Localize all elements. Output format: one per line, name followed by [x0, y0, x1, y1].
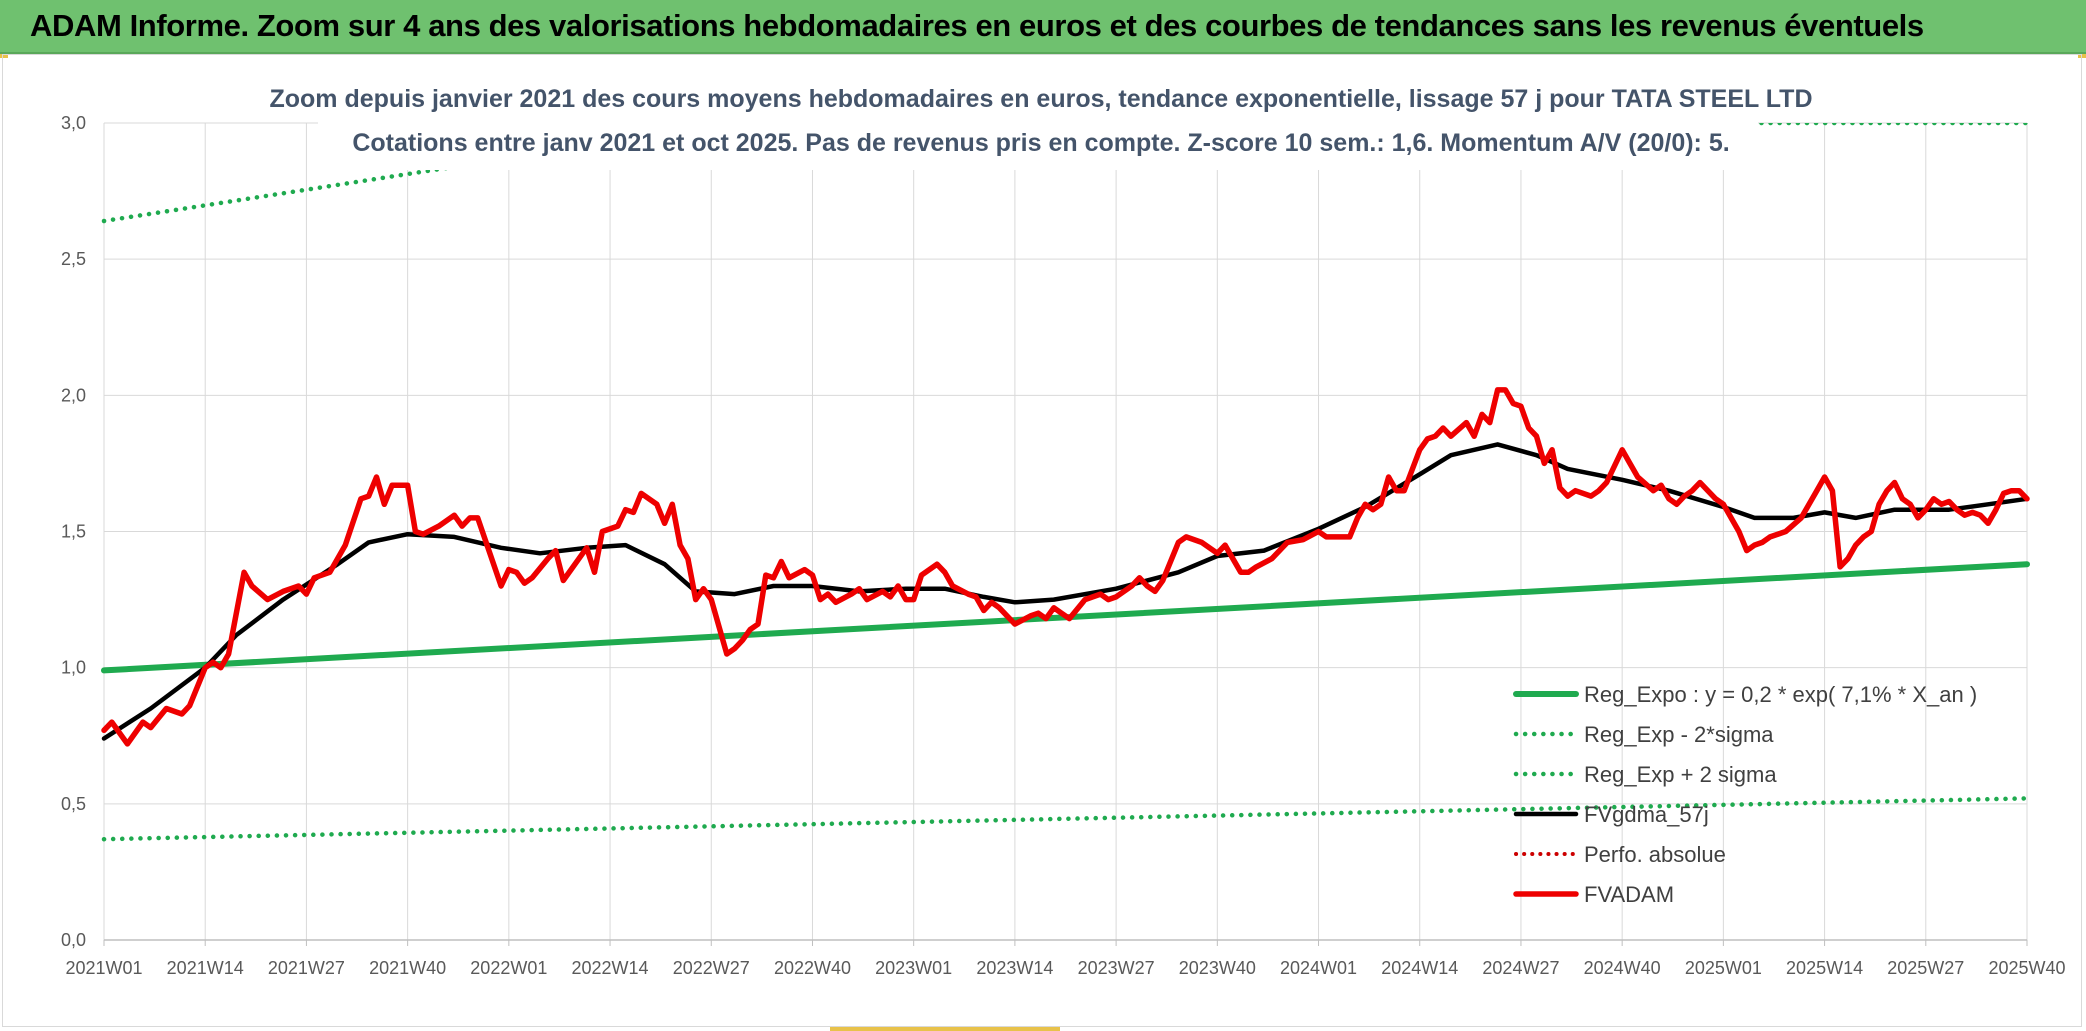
x-tick-label: 2022W01 — [470, 958, 547, 978]
report-title: ADAM Informe. Zoom sur 4 ans des valoris… — [30, 8, 1924, 43]
y-tick-label: 0,0 — [61, 930, 86, 950]
title-background — [318, 76, 1758, 170]
x-tick-label: 2021W01 — [65, 958, 142, 978]
x-tick-label: 2024W01 — [1280, 958, 1357, 978]
corner-mark-right — [2078, 54, 2086, 58]
x-tick-label: 2021W27 — [268, 958, 345, 978]
legend-item-regression-label: Reg_Expo : y = 0,2 * exp( 7,1% * X_an ) — [1584, 682, 1977, 707]
legend-item-fvadam-label: FVADAM — [1584, 882, 1674, 907]
x-tick-label: 2025W40 — [1988, 958, 2065, 978]
x-tick-label: 2023W01 — [875, 958, 952, 978]
lower-sigma-band-line — [101, 796, 2030, 842]
legend-item-fvgdma-label: FVgdma_57j — [1584, 802, 1709, 827]
x-tick-label: 2022W27 — [673, 958, 750, 978]
legend: Reg_Expo : y = 0,2 * exp( 7,1% * X_an ) R… — [1513, 682, 1977, 907]
x-tick-label: 2025W01 — [1685, 958, 1762, 978]
legend-item-upper-sigma-label: Reg_Exp + 2 sigma — [1584, 762, 1777, 787]
fvadam-line — [101, 387, 2030, 747]
x-tick-label: 2024W27 — [1482, 958, 1559, 978]
corner-mark-left — [0, 54, 8, 58]
x-tick-label: 2025W27 — [1887, 958, 1964, 978]
x-tick-label: 2024W40 — [1584, 958, 1661, 978]
x-tick-label: 2023W14 — [976, 958, 1053, 978]
report-banner: ADAM Informe. Zoom sur 4 ans des valoris… — [0, 0, 2086, 54]
legend-item-lower-sigma-label: Reg_Exp - 2*sigma — [1584, 722, 1774, 747]
y-tick-label: 2,0 — [61, 385, 86, 405]
x-tick-label: 2021W40 — [369, 958, 446, 978]
x-tick-label: 2023W40 — [1179, 958, 1256, 978]
chart-subtitle: Cotations entre janv 2021 et oct 2025. P… — [352, 129, 1729, 157]
x-tick-label: 2024W14 — [1381, 958, 1458, 978]
x-tick-label: 2022W14 — [572, 958, 649, 978]
x-tick-label: 2023W27 — [1078, 958, 1155, 978]
x-tick-label: 2021W14 — [167, 958, 244, 978]
fvgdma-line — [101, 442, 2030, 741]
y-tick-label: 1,5 — [61, 522, 86, 542]
y-tick-label: 0,5 — [61, 794, 86, 814]
x-tick-label: 2025W14 — [1786, 958, 1863, 978]
y-tick-label: 1,0 — [61, 658, 86, 678]
chart-title: Zoom depuis janvier 2021 des cours moyen… — [269, 85, 1812, 113]
legend-item-perfo-label: Perfo. absolue — [1584, 842, 1726, 867]
plot-series-group — [101, 123, 2030, 842]
corner-mark-bottom — [830, 1027, 1060, 1031]
x-tick-label: 2022W40 — [774, 958, 851, 978]
y-tick-label: 3,0 — [61, 113, 86, 133]
chart-frame — [2, 54, 2082, 1027]
y-tick-label: 2,5 — [61, 249, 86, 269]
